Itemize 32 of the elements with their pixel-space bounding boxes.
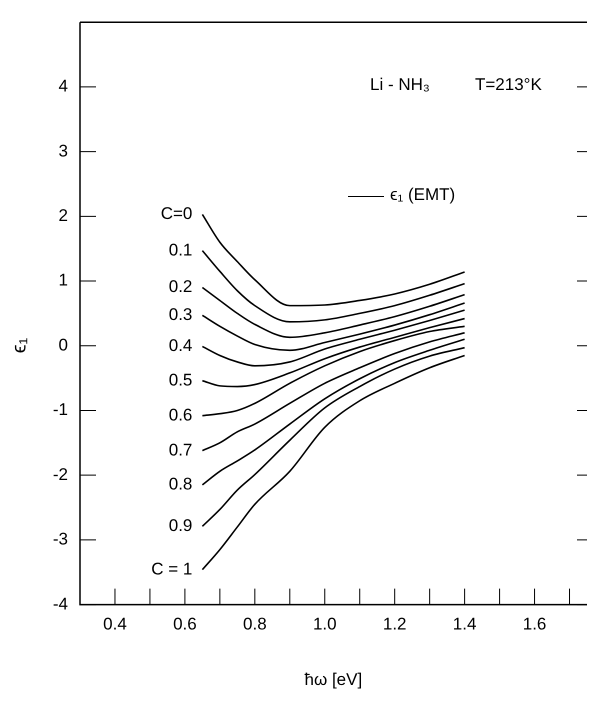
x-axis-title: ħω [eV]	[304, 670, 362, 690]
series-label: 0.7	[168, 440, 192, 460]
x-tick-label: 0.8	[243, 614, 267, 634]
y-tick-label: -4	[52, 594, 68, 614]
series-label: 0.9	[168, 516, 192, 535]
y-tick-label: -3	[52, 530, 68, 549]
annotation: T=213°K	[475, 75, 542, 95]
y-tick-label: 0	[58, 335, 68, 354]
y-tick-label: 4	[58, 76, 68, 96]
annotation: Li - NH₃	[370, 75, 430, 95]
annotation: ϵ₁ (EMT)	[390, 185, 456, 205]
x-tick-label: 0.6	[173, 614, 197, 634]
x-tick-label: 1.2	[382, 614, 407, 634]
series-label: 0.8	[168, 474, 192, 494]
x-tick-label: 1.4	[452, 614, 476, 634]
y-axis-title: ϵ₁	[8, 338, 32, 354]
y-tick-label: 1	[58, 270, 68, 290]
y-tick-label: -2	[52, 464, 68, 484]
series-label: 0.5	[168, 370, 192, 390]
x-tick-label: 0.4	[103, 614, 127, 634]
x-tick-label: 1.0	[312, 614, 337, 634]
series-label: 0.3	[168, 305, 192, 324]
y-tick-label: 2	[58, 206, 68, 226]
y-tick-label: -1	[52, 400, 68, 420]
series-label: C=0	[160, 204, 192, 224]
y-tick-label: 3	[58, 141, 68, 160]
series-label: 0.2	[168, 277, 192, 296]
series-label: 0.6	[168, 405, 192, 424]
x-tick-label: 1.6	[522, 614, 546, 634]
series-label: C = 1	[151, 559, 192, 578]
series-label: 0.4	[168, 336, 192, 356]
series-label: 0.1	[168, 240, 192, 260]
